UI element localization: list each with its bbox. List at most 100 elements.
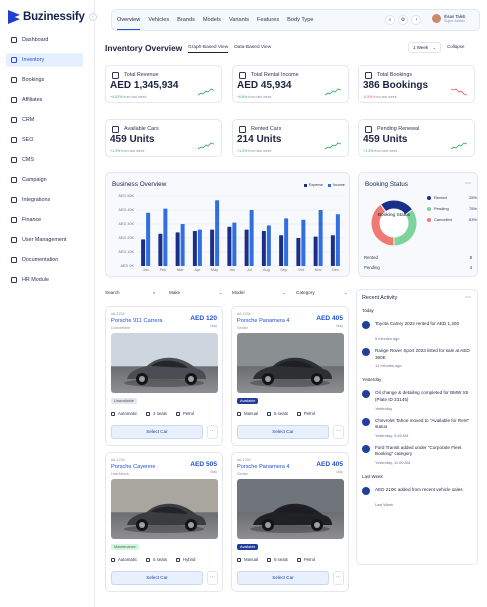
tab-variants[interactable]: Variants	[228, 17, 250, 23]
sidebar-item-cms[interactable]: CMS	[6, 153, 83, 167]
period-select[interactable]: 1 Week ⌄	[408, 42, 441, 53]
select-car-button[interactable]: Select Car	[111, 571, 203, 585]
grid-icon	[11, 37, 17, 43]
more-options-icon[interactable]: ⋯	[207, 571, 218, 585]
stat-change: +1.3%	[110, 149, 121, 153]
legend-dot	[427, 217, 431, 222]
sparkline-line	[451, 88, 467, 96]
car-body	[127, 357, 206, 379]
tab-features[interactable]: Features	[257, 17, 280, 23]
booking-summary-label: Rented	[364, 255, 378, 260]
car-name[interactable]: Porsche 911 Carrera	[111, 318, 163, 324]
select-car-button[interactable]: Select Car	[237, 425, 329, 439]
car-name[interactable]: Porsche Cayenne	[111, 464, 156, 470]
legend-expense: Expense	[304, 183, 323, 187]
crm-icon	[11, 117, 17, 123]
car-card[interactable]: #A-1234 Porsche Cayenne Hatchback AED 505/d…	[105, 452, 223, 592]
car-name[interactable]: Porsche Panamera 4	[237, 464, 290, 470]
car-spec: 5 seats	[267, 411, 288, 416]
tab-brands[interactable]: Brands	[177, 17, 195, 23]
more-options-icon[interactable]: ⋯	[333, 571, 344, 585]
users-icon	[11, 97, 17, 103]
tab-models[interactable]: Models	[202, 17, 221, 23]
recent-activity-title: Recent Activity	[362, 295, 398, 301]
car-id: #A-1234	[111, 312, 125, 316]
car-card[interactable]: #A-1234 Porsche Panamera 4 Sedan AED 405/da…	[231, 306, 349, 446]
car-spec-label: 5 seats	[274, 557, 288, 562]
user-role: Super Admin	[444, 19, 465, 23]
transmission-icon	[111, 557, 115, 562]
notification-icon[interactable]: ◔	[411, 15, 421, 25]
sparkline-line	[451, 142, 467, 150]
search-icon: ⌕	[153, 290, 156, 295]
sidebar-item-documentation[interactable]: Documentation	[6, 253, 83, 267]
car-spec-label: Automatic	[118, 411, 138, 416]
select-car-button[interactable]: Select Car	[111, 425, 203, 439]
category-filter[interactable]: Category ⌄	[296, 290, 347, 295]
sidebar-item-integrations[interactable]: Integrations	[6, 193, 83, 207]
more-icon[interactable]: ⋯	[465, 295, 471, 301]
briefcase-icon	[11, 277, 17, 283]
settings-icon[interactable]: ⚙	[398, 15, 408, 25]
search-filter[interactable]: Search ⌕	[105, 290, 155, 295]
top-icons: ⌕ ⚙ ◔	[385, 15, 424, 25]
stat-change-suffix: from last week	[121, 149, 145, 153]
sidebar-item-label: HR Module	[22, 277, 49, 283]
bar-expense-aug	[261, 231, 266, 266]
select-car-button[interactable]: Select Car	[237, 571, 329, 585]
top-navigation: Overview Vehicles Brands Models Variants Feat…	[111, 9, 480, 31]
more-icon[interactable]: ⋯	[465, 181, 471, 187]
bar-expense-jun	[227, 226, 232, 266]
car-card[interactable]: #A-1234 Porsche Panamera 4 Sedan AED 405/da…	[231, 452, 349, 592]
calendar-icon	[11, 77, 17, 83]
booking-status-title: Booking Status	[365, 181, 408, 188]
car-rim	[314, 376, 320, 382]
sidebar-item-dashboard[interactable]: Dashboard	[6, 33, 83, 47]
car-image	[111, 479, 218, 539]
model-filter[interactable]: Model ⌄	[232, 290, 285, 295]
sidebar-item-affiliates[interactable]: Affiliates	[6, 93, 83, 107]
y-tick-label: AED 20K	[118, 235, 134, 240]
more-options-icon[interactable]: ⋯	[333, 425, 344, 439]
sidebar-item-inventory[interactable]: Inventory	[6, 53, 83, 67]
car-spec: Petrol	[296, 411, 315, 416]
sidebar-item-bookings[interactable]: Bookings	[6, 73, 83, 87]
stat-trend: +0.8% from last week	[237, 95, 271, 99]
activity-icon	[362, 487, 370, 495]
user-profile[interactable]: Ihsan Taleb Super Admin	[432, 14, 465, 23]
activity-icon	[362, 321, 370, 329]
car-spec: Manual	[237, 557, 258, 562]
stat-label: Available Cars	[124, 126, 159, 132]
sidebar-item-finance[interactable]: Finance	[6, 213, 83, 227]
sidebar-item-crm[interactable]: CRM	[6, 113, 83, 127]
make-filter[interactable]: Make ⌄	[169, 290, 222, 295]
car-rim	[314, 522, 320, 528]
sidebar-item-seo[interactable]: SEO	[6, 133, 83, 147]
car-name[interactable]: Porsche Panamera 4	[237, 318, 290, 324]
sidebar-item-hr-module[interactable]: HR Module	[6, 273, 83, 287]
sidebar-item-user-management[interactable]: User Management	[6, 233, 83, 247]
collapse-toggle[interactable]: Collapse	[447, 44, 465, 49]
bar-expense-sep	[279, 235, 284, 266]
graph-view-tab[interactable]: Graph-Based View	[188, 43, 229, 53]
data-view-tab[interactable]: Data-Based View	[234, 45, 272, 50]
car-window	[151, 506, 188, 514]
x-tick-label: Jun	[228, 268, 235, 272]
activity-group-label: Today	[362, 308, 374, 313]
chevron-down-icon: ⌄	[344, 290, 348, 295]
brand-logo[interactable]: Buzinessify	[8, 9, 85, 25]
sparkline-line	[198, 142, 214, 150]
business-overview-panel: Business Overview Expense Income AED 50K…	[105, 172, 350, 277]
tab-vehicles[interactable]: Vehicles	[148, 17, 170, 23]
bar-expense-apr	[192, 231, 197, 266]
search-icon[interactable]: ⌕	[385, 15, 395, 25]
sidebar-item-campaign[interactable]: Campaign	[6, 173, 83, 187]
tab-body-type[interactable]: Body Type	[287, 17, 314, 23]
more-options-icon[interactable]: ⋯	[207, 425, 218, 439]
car-card[interactable]: #A-1234 Porsche 911 Carrera Convertible AED…	[105, 306, 223, 446]
collapse-sidebar-button[interactable]: ‹	[89, 13, 97, 21]
tab-overview[interactable]: Overview	[117, 10, 141, 30]
stat-value: 214 Units	[237, 134, 282, 145]
car-spec: 2 seats	[146, 411, 167, 416]
